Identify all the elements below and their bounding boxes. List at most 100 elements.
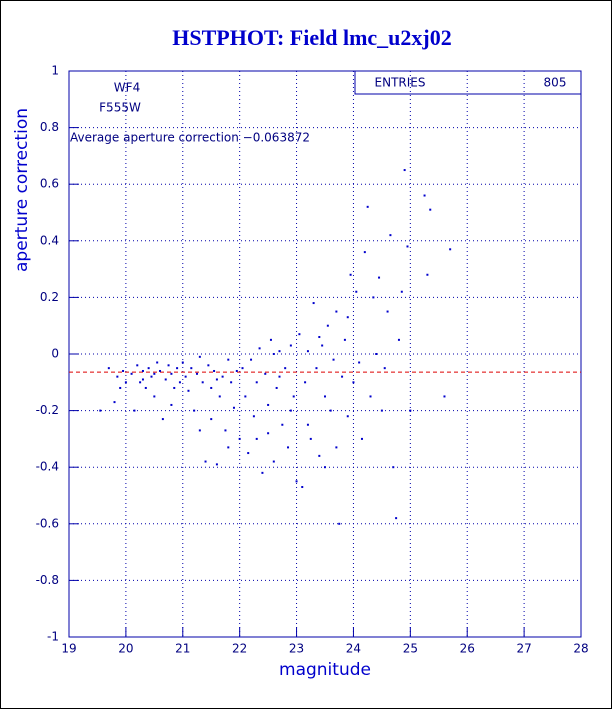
point bbox=[116, 375, 119, 378]
point bbox=[326, 324, 329, 327]
point bbox=[193, 409, 196, 412]
point bbox=[119, 386, 122, 389]
point bbox=[343, 338, 346, 341]
point bbox=[161, 418, 164, 421]
point bbox=[147, 367, 150, 370]
point bbox=[159, 369, 162, 372]
y-tick-label: 0 bbox=[51, 347, 59, 361]
x-tick-label: 21 bbox=[175, 642, 190, 656]
point bbox=[218, 395, 221, 398]
annotation: F555W bbox=[99, 101, 141, 115]
point bbox=[215, 378, 218, 381]
point bbox=[335, 310, 338, 313]
point bbox=[213, 369, 216, 372]
point bbox=[409, 409, 412, 412]
x-tick-label: 26 bbox=[460, 642, 475, 656]
y-tick-label: 0.8 bbox=[40, 120, 59, 134]
y-tick-label: 0.4 bbox=[40, 233, 59, 247]
point bbox=[272, 353, 275, 355]
point bbox=[133, 409, 136, 412]
point bbox=[210, 418, 213, 421]
point bbox=[287, 446, 290, 449]
x-tick-label: 19 bbox=[61, 642, 76, 656]
point bbox=[298, 333, 301, 336]
point bbox=[241, 367, 244, 370]
point bbox=[346, 316, 349, 319]
point bbox=[403, 169, 406, 172]
point bbox=[255, 437, 258, 440]
point bbox=[235, 369, 238, 372]
point bbox=[429, 208, 432, 211]
y-tick-label: 1 bbox=[51, 64, 59, 78]
point bbox=[272, 460, 275, 463]
y-axis-label: aperture correction bbox=[12, 108, 32, 272]
point bbox=[187, 389, 190, 392]
point bbox=[139, 381, 142, 384]
point bbox=[141, 369, 144, 372]
point bbox=[312, 302, 315, 305]
point bbox=[278, 375, 281, 378]
point bbox=[261, 471, 264, 474]
point bbox=[122, 369, 125, 372]
point bbox=[164, 378, 167, 381]
y-tick-label: -0.8 bbox=[36, 573, 59, 587]
point bbox=[247, 452, 250, 455]
point bbox=[178, 381, 181, 384]
point bbox=[355, 290, 358, 293]
point bbox=[372, 296, 375, 299]
point bbox=[141, 378, 144, 381]
y-tick-label: -0.2 bbox=[36, 403, 59, 417]
point bbox=[369, 395, 372, 398]
point bbox=[176, 367, 179, 370]
point bbox=[295, 480, 298, 483]
point bbox=[198, 355, 201, 358]
point bbox=[397, 338, 400, 341]
point bbox=[375, 353, 378, 355]
point bbox=[267, 432, 270, 435]
stats-label: ENTRIES bbox=[375, 76, 426, 90]
point bbox=[301, 486, 304, 489]
point bbox=[99, 409, 102, 412]
point bbox=[144, 386, 147, 389]
y-tick-label: 0.2 bbox=[40, 290, 59, 304]
point bbox=[306, 423, 309, 426]
point bbox=[252, 415, 255, 418]
point bbox=[107, 367, 110, 370]
point bbox=[352, 381, 355, 384]
point bbox=[227, 446, 230, 449]
point bbox=[221, 375, 224, 378]
point bbox=[423, 194, 426, 197]
point bbox=[264, 372, 267, 375]
point bbox=[321, 344, 324, 347]
point bbox=[309, 437, 312, 440]
point bbox=[124, 381, 127, 384]
point bbox=[306, 350, 309, 353]
point bbox=[406, 245, 409, 248]
point bbox=[224, 429, 227, 432]
x-axis-label: magnitude bbox=[279, 660, 371, 680]
point bbox=[113, 401, 116, 404]
stats-box bbox=[354, 70, 582, 95]
point bbox=[349, 273, 352, 276]
point bbox=[136, 364, 139, 367]
point bbox=[363, 251, 366, 254]
chart-title: HSTPHOT: Field lmc_u2xj02 bbox=[172, 25, 451, 50]
point bbox=[449, 248, 452, 251]
point bbox=[250, 358, 253, 361]
point bbox=[181, 361, 184, 364]
x-tick-label: 27 bbox=[516, 642, 531, 656]
point bbox=[238, 437, 241, 440]
point bbox=[167, 364, 170, 367]
point bbox=[269, 338, 272, 341]
x-tick-label: 24 bbox=[346, 642, 361, 656]
point bbox=[426, 273, 429, 276]
point bbox=[392, 466, 395, 469]
point bbox=[227, 358, 230, 361]
point bbox=[289, 344, 292, 347]
point bbox=[215, 463, 218, 466]
point bbox=[324, 466, 326, 469]
annotation: Average aperture correction −0.063872 bbox=[70, 131, 310, 145]
annotation: WF4 bbox=[114, 81, 140, 95]
point bbox=[198, 429, 201, 432]
x-tick-label: 23 bbox=[289, 642, 304, 656]
